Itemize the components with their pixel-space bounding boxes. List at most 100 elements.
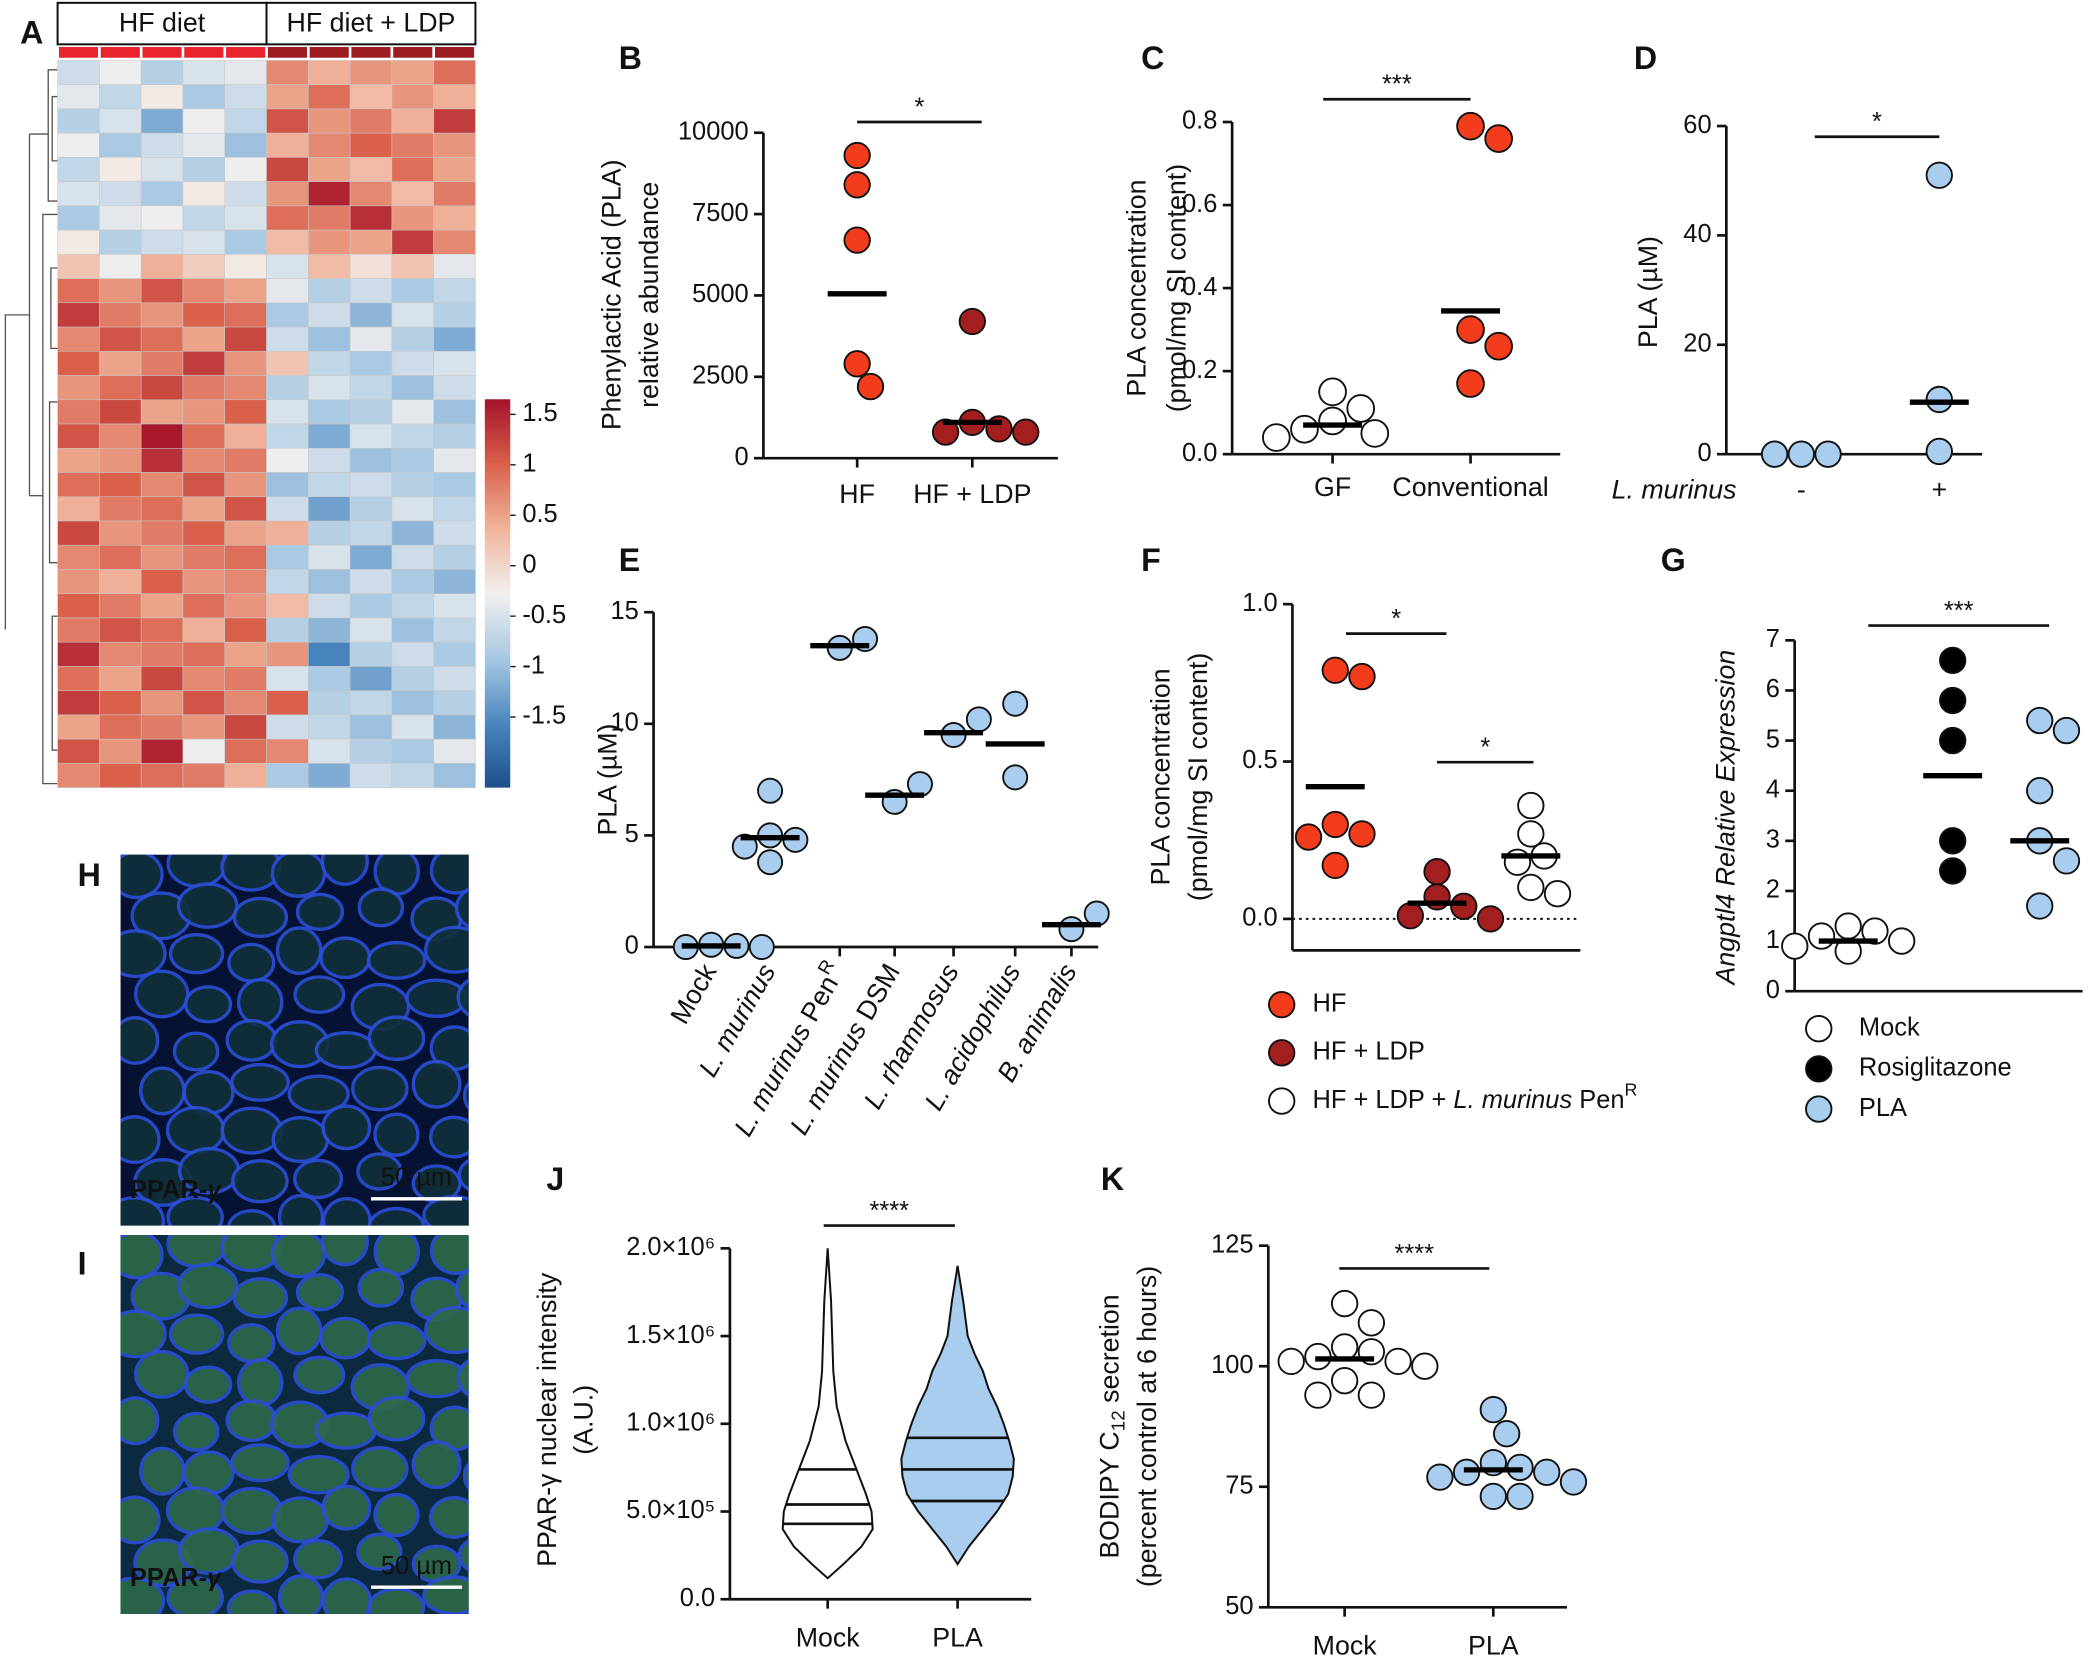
data-point — [1476, 905, 1505, 933]
cell — [184, 1365, 233, 1404]
data-point — [1787, 440, 1815, 468]
heatmap-cell — [308, 472, 351, 498]
y-tick-label: 0.6 — [1182, 190, 1217, 218]
cell — [230, 1443, 290, 1483]
heatmap-cell — [391, 423, 434, 449]
heatmap-cell — [266, 181, 309, 207]
legend-label: HF + LDP — [1313, 1038, 1425, 1066]
data-point — [1925, 161, 1953, 189]
panel-letter: H — [78, 857, 101, 893]
legend-label: PLA — [1859, 1094, 1907, 1122]
data-point — [1277, 1347, 1305, 1376]
heatmap-cell — [308, 763, 351, 788]
heatmap-cell — [99, 496, 142, 522]
cell — [356, 1152, 403, 1191]
cell — [134, 969, 190, 1019]
heatmap-cell — [182, 690, 226, 716]
heatmap-cell — [349, 254, 393, 279]
y-tick-label: 2500 — [692, 362, 749, 390]
y-tick-label: 10000 — [678, 117, 749, 145]
colorbar-label: -0.5 — [522, 601, 566, 629]
heatmap-cell — [140, 448, 184, 473]
heatmap-cell — [349, 60, 393, 85]
significance-label: * — [1391, 605, 1401, 633]
text-segment: HF + LDP + — [1313, 1086, 1454, 1114]
group-color-bar — [100, 47, 140, 58]
heatmap-cell — [266, 666, 309, 691]
heatmap-cell — [224, 714, 267, 740]
cell — [457, 1158, 469, 1192]
data-point — [1939, 827, 1967, 855]
heatmap-cell — [349, 302, 393, 328]
heatmap-cell — [433, 641, 476, 667]
heatmap-cell — [182, 496, 226, 522]
heatmap-cell — [308, 399, 351, 425]
cell — [220, 1106, 283, 1155]
cell — [321, 1104, 372, 1151]
heatmap-cell — [182, 399, 226, 425]
heatmap-cell — [433, 254, 476, 279]
data-point — [1294, 823, 1323, 851]
data-point — [1760, 440, 1789, 468]
heatmap-cell — [99, 157, 142, 182]
heatmap-cell — [224, 617, 267, 643]
heatmap-cell — [224, 448, 267, 473]
heatmap-cell — [140, 84, 184, 110]
heatmap-cell — [391, 326, 434, 352]
group-color-bar — [393, 47, 433, 58]
data-point — [1330, 1367, 1359, 1395]
text-segment: Pen — [791, 970, 845, 1033]
cell — [275, 1306, 323, 1356]
data-point — [1058, 916, 1085, 943]
cell — [287, 1454, 350, 1495]
heatmap-cell — [224, 254, 267, 279]
heatmap-cell — [99, 399, 142, 425]
data-point — [1321, 851, 1349, 880]
heatmap-cell — [433, 108, 476, 134]
heatmap-cell — [99, 520, 142, 546]
data-point — [1318, 406, 1347, 436]
heatmap-cell — [349, 84, 393, 110]
heatmap-cell — [182, 423, 226, 449]
panel-letter: J — [546, 1161, 564, 1197]
heatmap-cell — [433, 617, 476, 643]
heatmap-cell — [266, 714, 309, 740]
heatmap-cell — [308, 593, 351, 619]
heatmap-cell — [349, 593, 393, 619]
data-point — [1357, 1309, 1386, 1337]
heatmap-cell — [99, 84, 142, 110]
cell — [357, 887, 405, 928]
heatmap-cell — [140, 351, 184, 376]
heatmap-cell — [224, 496, 267, 522]
y-axis-label: PLA concentration — [1121, 179, 1151, 396]
cell — [357, 1267, 405, 1308]
heatmap-cell — [308, 132, 351, 158]
heatmap-cell — [266, 84, 309, 110]
data-point — [1304, 1381, 1332, 1409]
data-point — [843, 350, 871, 378]
heatmap-cell — [266, 351, 309, 376]
heatmap-cell — [308, 326, 351, 352]
data-point — [906, 771, 933, 798]
heatmap-cell — [182, 569, 226, 594]
micrograph — [120, 854, 469, 1226]
heatmap-cell — [349, 399, 393, 425]
heatmap-cell — [433, 690, 476, 716]
heatmap-cell — [224, 326, 267, 352]
group-color-bar — [434, 47, 475, 58]
cell — [356, 1532, 403, 1572]
y-tick-label: 10 — [611, 709, 639, 737]
heatmap-cell — [391, 399, 434, 425]
heatmap-cell — [99, 108, 142, 134]
heatmap-cell — [140, 714, 184, 740]
heatmap-cell — [57, 157, 100, 182]
heatmap-cell — [308, 520, 351, 546]
y-tick-label: 75 — [1225, 1471, 1253, 1499]
heatmap-cell — [140, 326, 184, 352]
heatmap-cell — [57, 617, 100, 643]
heatmap-cell — [140, 302, 184, 328]
heatmap-cell — [391, 84, 434, 110]
data-point — [1360, 419, 1390, 448]
cell — [227, 1323, 276, 1364]
heatmap-cell — [433, 520, 476, 546]
